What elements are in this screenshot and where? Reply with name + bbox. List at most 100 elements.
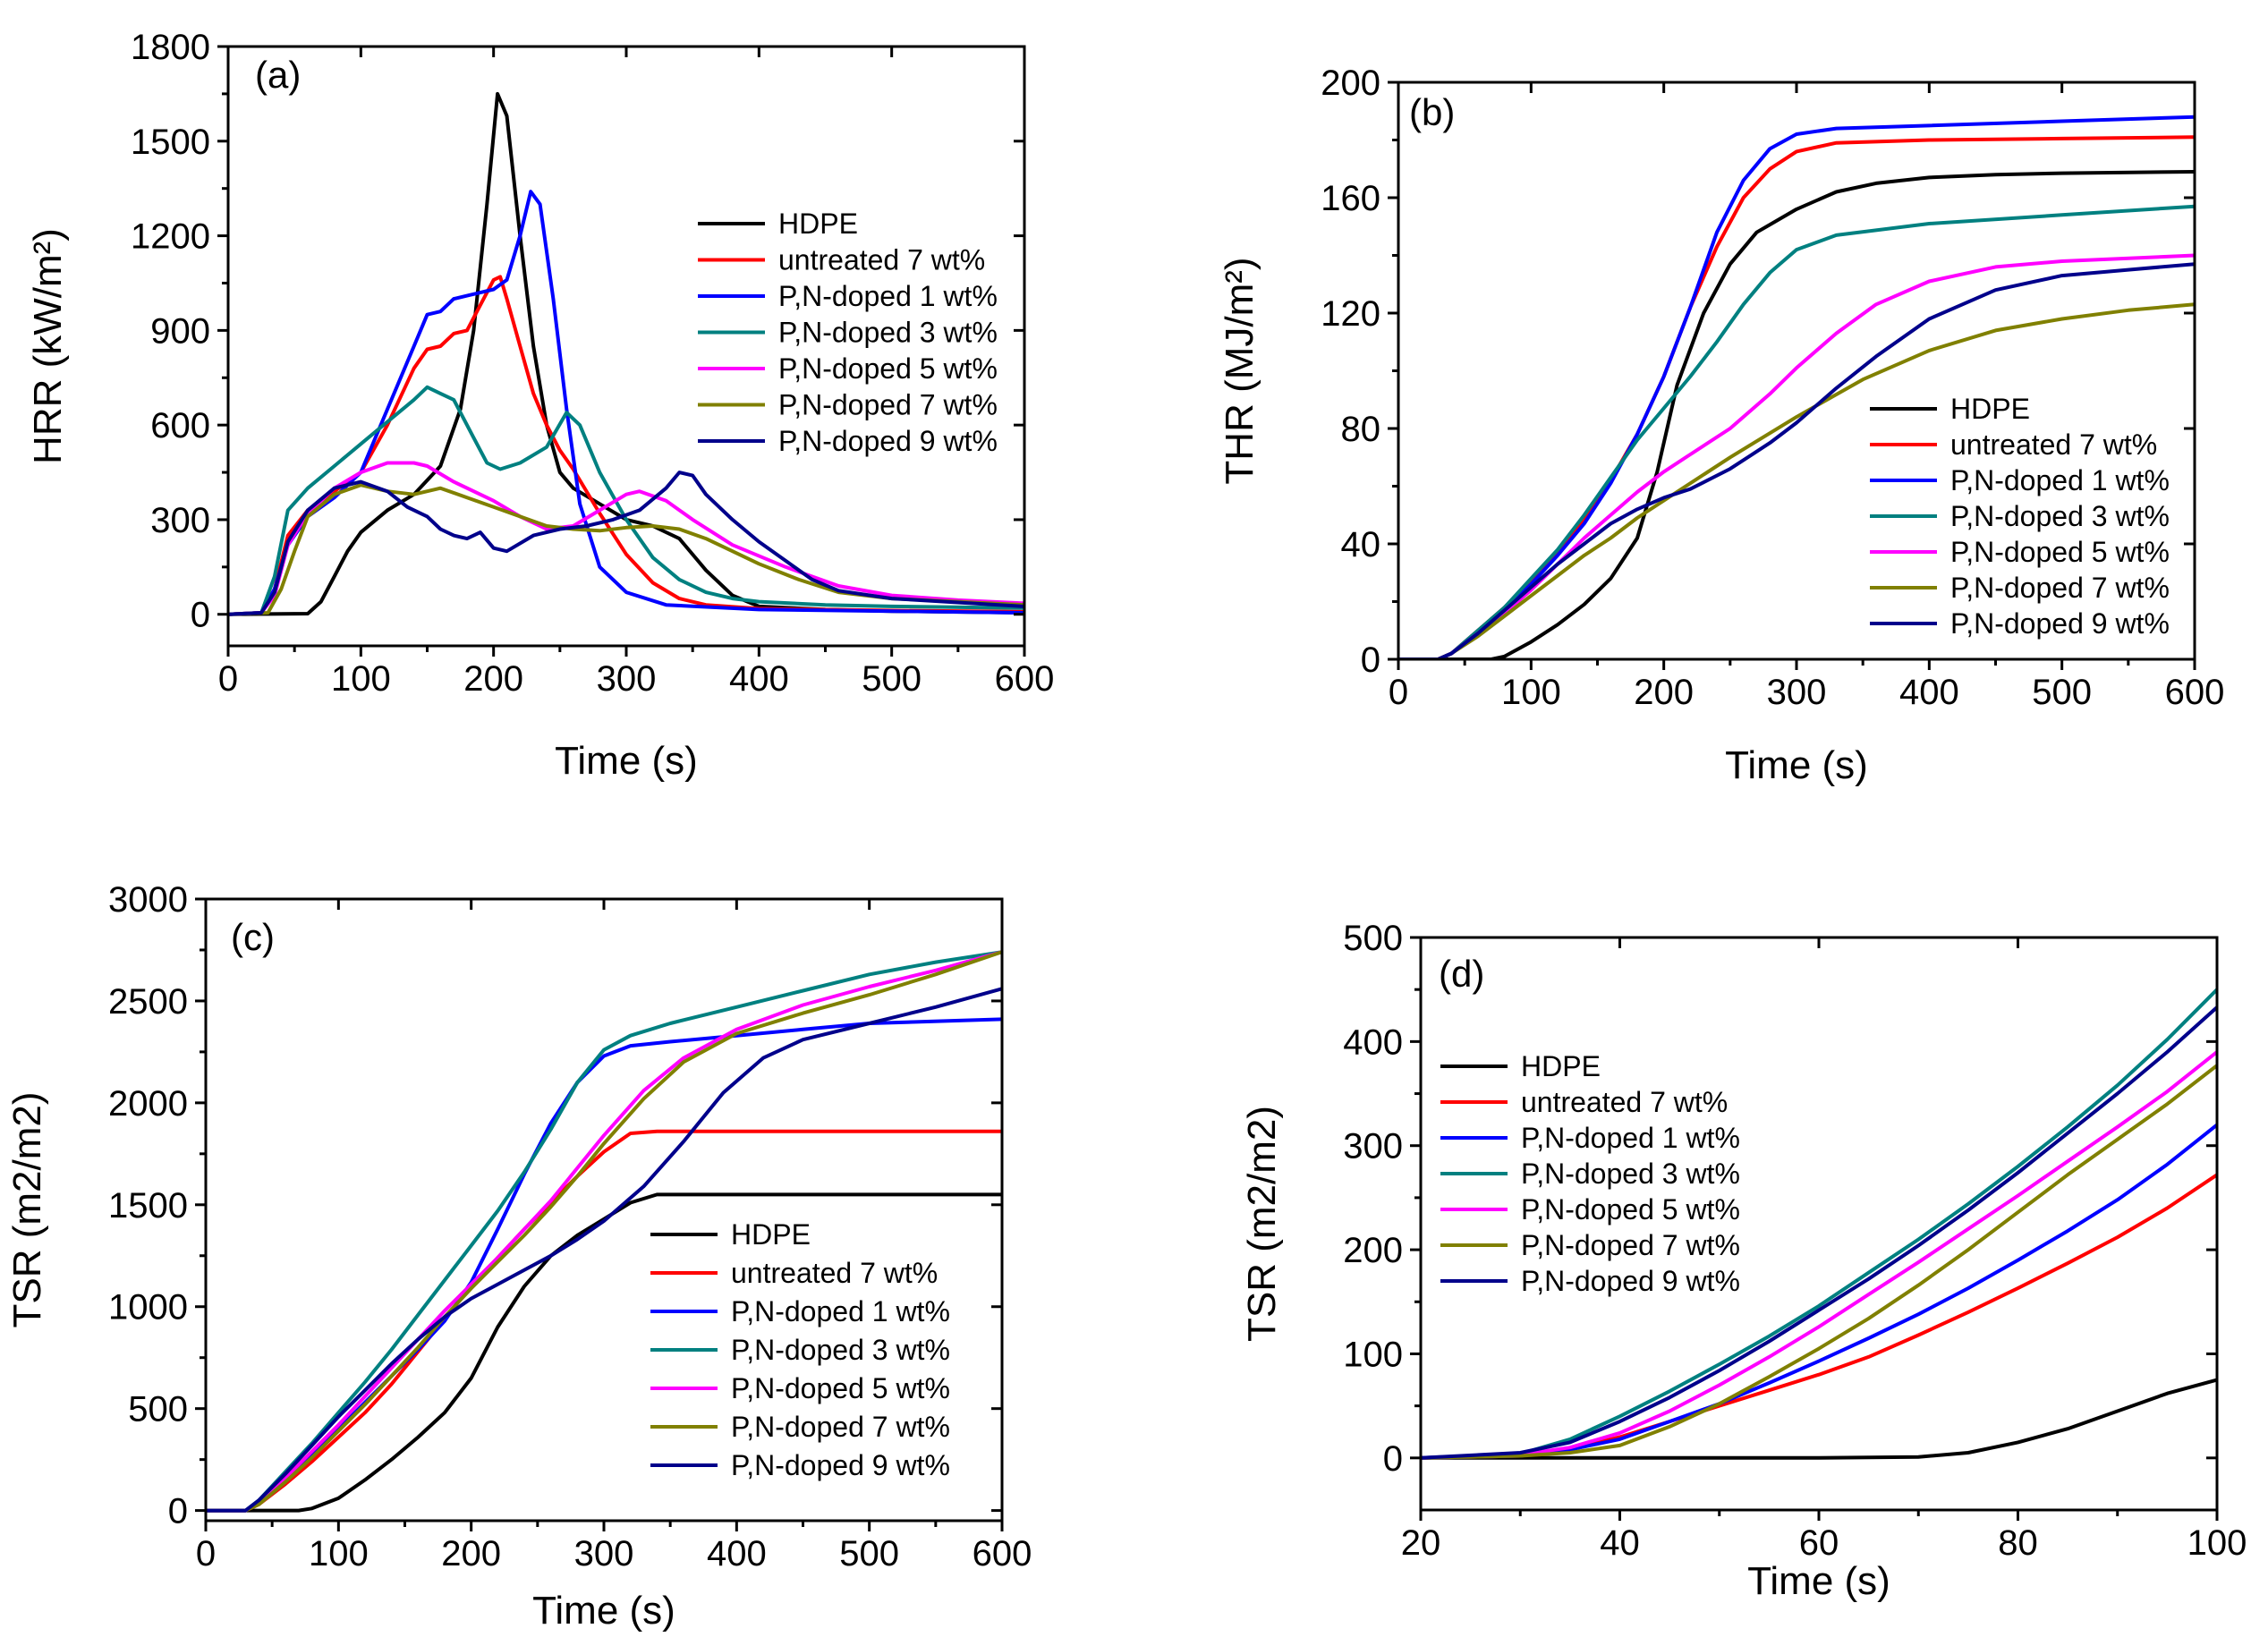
- series-line-3: [228, 385, 1024, 616]
- legend-label: untreated 7 wt%: [1950, 428, 2157, 461]
- x-tick-label: 600: [2165, 673, 2225, 712]
- legend: HDPE untreated 7 wt% P,N-doped 1 wt% P,N-do…: [698, 208, 998, 457]
- y-tick-label: 300: [150, 501, 210, 540]
- x-tick-label: 400: [707, 1534, 767, 1573]
- x-tick-label: 20: [1401, 1523, 1441, 1563]
- panel-label: (d): [1439, 953, 1484, 995]
- panel-label: (c): [231, 916, 275, 958]
- legend-label: P,N-doped 9 wt%: [1950, 607, 2170, 640]
- series-group: [1398, 115, 2195, 659]
- legend-label: untreated 7 wt%: [1521, 1086, 1728, 1118]
- series-line-5: [206, 950, 1002, 1513]
- series-line-0: [206, 1192, 1002, 1513]
- y-tick-label: 1000: [108, 1288, 188, 1327]
- series-group: [1421, 988, 2217, 1460]
- y-tick-label: 2000: [108, 1084, 188, 1124]
- y-tick-label: 3000: [108, 880, 188, 920]
- x-tick-label: 0: [1389, 673, 1408, 712]
- x-tick-label: 100: [309, 1534, 369, 1573]
- y-tick-label: 200: [1321, 64, 1380, 103]
- legend-label: P,N-doped 9 wt%: [1521, 1265, 1740, 1297]
- legend-label: P,N-doped 3 wt%: [731, 1334, 950, 1366]
- x-axis-title: Time (s): [1725, 743, 1868, 787]
- legend-label: untreated 7 wt%: [731, 1257, 938, 1289]
- x-tick-label: 600: [995, 659, 1055, 699]
- panel-label: (a): [255, 54, 301, 96]
- series-line-4: [1421, 1050, 2217, 1460]
- legend-label: P,N-doped 1 wt%: [1521, 1122, 1740, 1154]
- x-tick-label: 80: [1998, 1523, 2038, 1563]
- y-tick-label: 300: [1343, 1127, 1403, 1166]
- y-tick-label: 600: [150, 406, 210, 445]
- chart-panel-2: 0 100 200 300 400 500 600 0 500 1000 1500 2000 2500 3…: [5, 880, 1032, 1633]
- series-group: [228, 91, 1024, 616]
- y-tick-label: 2500: [108, 982, 188, 1022]
- y-axis-title: HRR (kW/m²): [26, 228, 70, 464]
- x-tick-label: 300: [574, 1534, 634, 1573]
- series-group: [206, 950, 1002, 1513]
- x-tick-label: 200: [1634, 673, 1694, 712]
- x-tick-label: 100: [1501, 673, 1561, 712]
- x-tick-label: 600: [973, 1534, 1032, 1573]
- x-tick-label: 400: [729, 659, 789, 699]
- series-line-5: [1398, 302, 2195, 659]
- y-tick-label: 200: [1343, 1231, 1403, 1270]
- series-line-2: [1421, 1123, 2217, 1460]
- y-tick-label: 160: [1321, 179, 1380, 218]
- series-line-6: [228, 471, 1024, 616]
- x-tick-label: 500: [2032, 673, 2092, 712]
- x-tick-label: 500: [862, 659, 922, 699]
- x-tick-label: 200: [463, 659, 523, 699]
- y-tick-label: 1800: [131, 28, 210, 67]
- legend-label: P,N-doped 7 wt%: [1950, 572, 2170, 604]
- y-tick-label: 120: [1321, 294, 1380, 334]
- legend: HDPE untreated 7 wt% P,N-doped 1 wt% P,N-do…: [650, 1218, 950, 1481]
- x-tick-label: 300: [597, 659, 657, 699]
- x-tick-label: 0: [218, 659, 238, 699]
- series-line-4: [206, 950, 1002, 1513]
- y-tick-label: 1200: [131, 217, 210, 257]
- y-axis-title: TSR (m2/m2): [5, 1092, 49, 1328]
- x-tick-label: 300: [1767, 673, 1827, 712]
- series-line-5: [228, 483, 1024, 616]
- x-tick-label: 100: [2187, 1523, 2247, 1563]
- legend-label: HDPE: [778, 208, 858, 240]
- y-tick-label: 1500: [108, 1186, 188, 1226]
- chart-panel-3: 20 40 60 80 100 0 100 200 300 400 500 Time (s) TSR (…: [1240, 919, 2247, 1603]
- x-axis-title: Time (s): [1747, 1559, 1890, 1603]
- y-tick-label: 0: [168, 1492, 188, 1531]
- legend-label: P,N-doped 5 wt%: [1521, 1193, 1740, 1226]
- legend-label: HDPE: [731, 1218, 811, 1251]
- x-tick-label: 60: [1799, 1523, 1839, 1563]
- y-tick-label: 500: [128, 1390, 188, 1429]
- y-tick-label: 0: [191, 596, 210, 635]
- series-line-5: [1421, 1064, 2217, 1460]
- y-tick-label: 500: [1343, 919, 1403, 958]
- legend-label: P,N-doped 3 wt%: [778, 317, 998, 349]
- y-tick-label: 100: [1343, 1335, 1403, 1374]
- legend: HDPE untreated 7 wt% P,N-doped 1 wt% P,N-do…: [1440, 1050, 1740, 1297]
- legend-label: P,N-doped 3 wt%: [1950, 500, 2170, 532]
- x-axis-title: Time (s): [532, 1589, 675, 1633]
- series-line-3: [1421, 988, 2217, 1460]
- series-line-0: [1421, 1378, 2217, 1460]
- y-axis-title: TSR (m2/m2): [1240, 1106, 1284, 1342]
- legend-label: HDPE: [1521, 1050, 1601, 1082]
- panel-label: (b): [1409, 91, 1455, 133]
- series-line-6: [1421, 1005, 2217, 1460]
- x-axis-title: Time (s): [555, 739, 698, 783]
- x-tick-label: 500: [839, 1534, 899, 1573]
- y-tick-label: 0: [1361, 640, 1380, 680]
- chart-panel-0: 0 100 200 300 400 500 600 0 300 600 900 1200 1500 180…: [26, 28, 1054, 783]
- legend-label: P,N-doped 5 wt%: [778, 352, 998, 385]
- x-tick-label: 400: [1899, 673, 1959, 712]
- y-tick-label: 80: [1341, 410, 1381, 449]
- y-tick-label: 900: [150, 311, 210, 351]
- legend-label: untreated 7 wt%: [778, 244, 985, 276]
- legend-label: P,N-doped 7 wt%: [1521, 1229, 1740, 1261]
- y-tick-label: 1500: [131, 123, 210, 162]
- legend-label: P,N-doped 7 wt%: [778, 389, 998, 421]
- legend-label: P,N-doped 7 wt%: [731, 1411, 950, 1443]
- chart-panel-1: 0 100 200 300 400 500 600 0 40 80 120 160 200 Time (s…: [1218, 64, 2224, 787]
